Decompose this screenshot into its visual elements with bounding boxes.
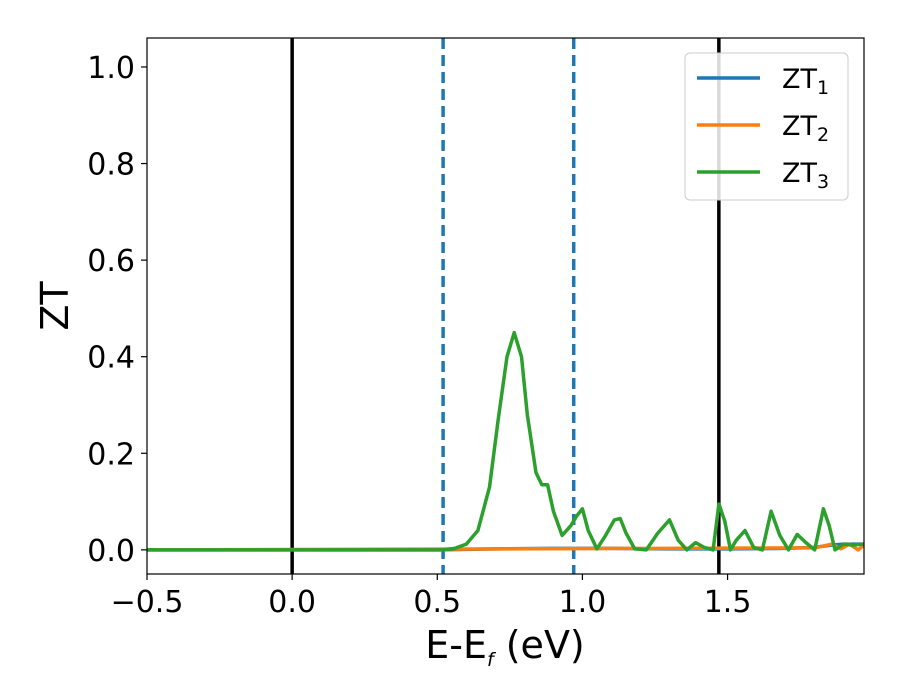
- legend-box: [684, 52, 849, 201]
- y-tick-label-4: 0.8: [87, 148, 135, 183]
- y-tick-label-1: 0.2: [87, 437, 135, 472]
- x-axis-title: E-Ef (eV): [425, 623, 585, 671]
- legend-label-3: ZT3: [782, 158, 829, 193]
- x-tick-label-2: 0.5: [413, 585, 461, 620]
- x-tick-label-4: 1.5: [704, 585, 752, 620]
- series-line-3: [147, 330, 864, 552]
- y-tick-label-0: 0.0: [87, 534, 135, 569]
- legend-label-main-3: ZT: [782, 158, 817, 189]
- legend-label-main-1: ZT: [782, 64, 817, 95]
- x-axis-title-subscript: f: [487, 649, 497, 671]
- legend-label-subscript-1: 1: [817, 77, 829, 99]
- x-axis-title-main: E-E: [425, 623, 487, 667]
- y-tick-label-3: 0.6: [87, 244, 135, 279]
- x-tick-label-1: 0.0: [268, 585, 316, 620]
- y-tick-label-5: 1.0: [87, 51, 135, 86]
- x-tick-label-0: −0.5: [111, 585, 184, 620]
- y-axis-title: ZT: [33, 281, 77, 331]
- x-tick-label-3: 1.0: [559, 585, 607, 620]
- legend-label-main-2: ZT: [782, 111, 817, 142]
- legend-label-2: ZT2: [782, 111, 829, 146]
- legend-label-subscript-2: 2: [817, 124, 829, 146]
- y-tick-label-2: 0.4: [87, 341, 135, 376]
- legend-label-subscript-3: 3: [817, 171, 829, 193]
- legend-label-1: ZT1: [782, 64, 829, 99]
- plot-frame: [146, 37, 865, 575]
- x-axis-title-unit: (eV): [494, 623, 585, 667]
